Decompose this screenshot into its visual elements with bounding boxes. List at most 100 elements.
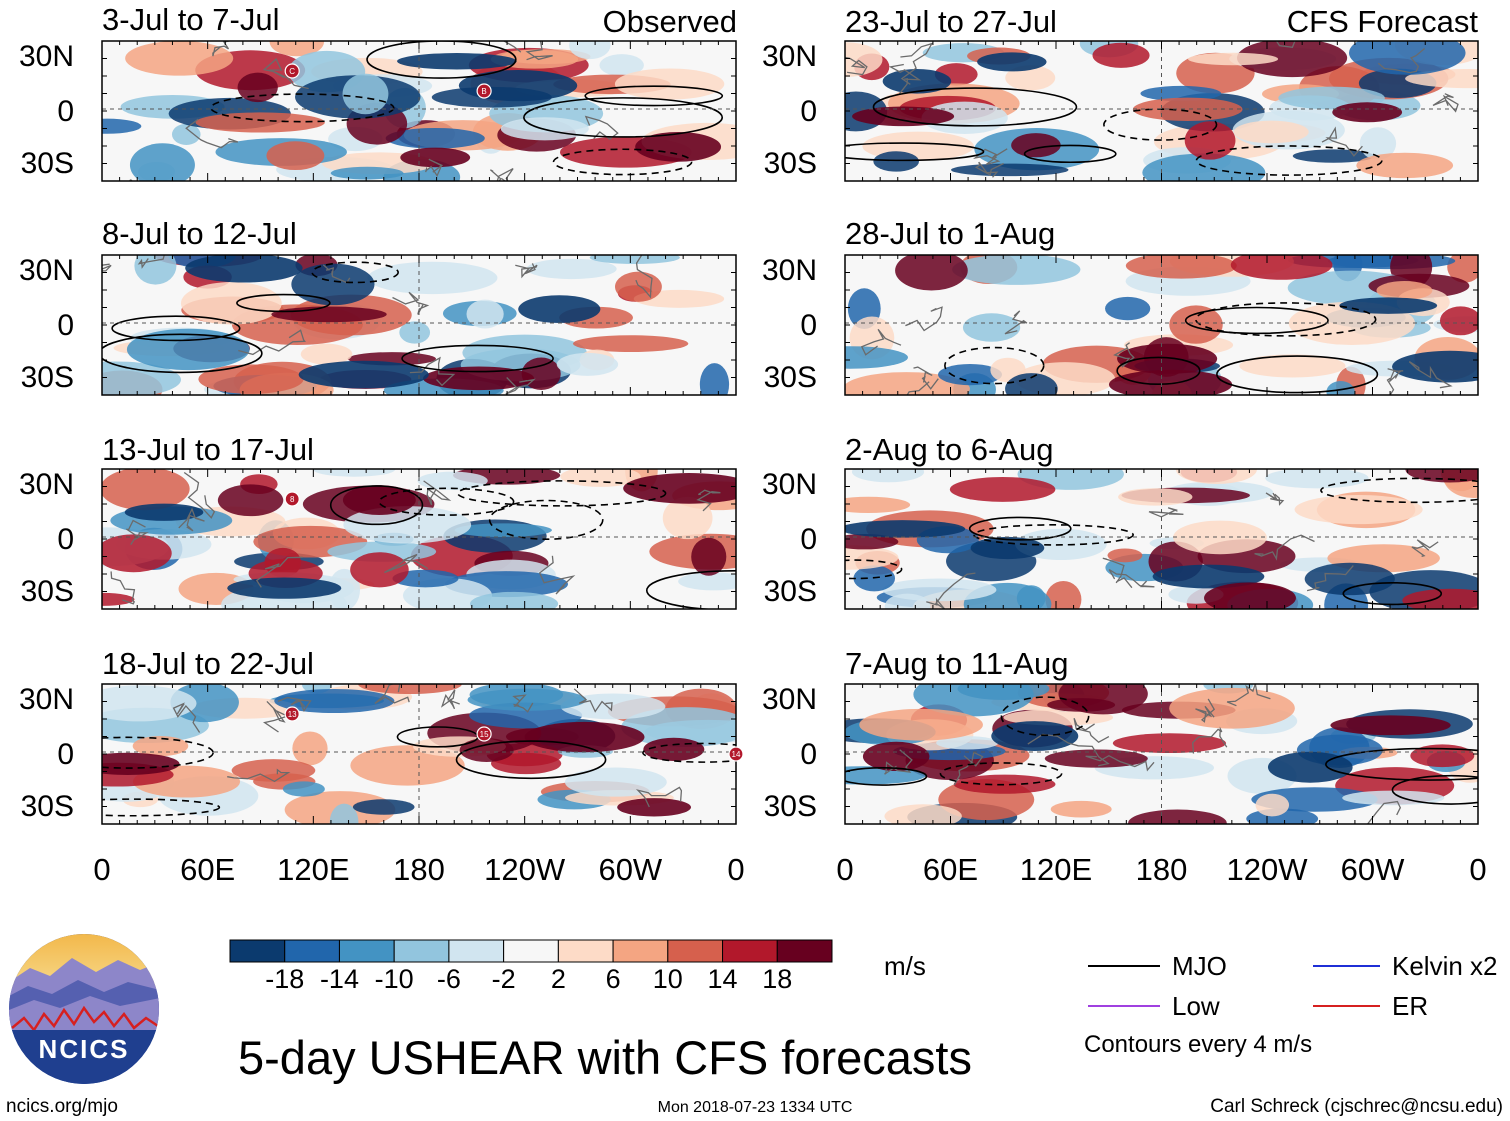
y-axis-label: 30S	[764, 361, 817, 394]
coastline	[525, 41, 553, 61]
shading-core	[1392, 350, 1478, 383]
mjo-contour	[1391, 774, 1478, 805]
shading-core	[845, 520, 966, 538]
shading-core	[524, 721, 645, 753]
shading-core	[617, 798, 691, 817]
shading-blob	[873, 151, 920, 172]
panel-period-title: 28-Jul to 1-Aug	[845, 216, 1055, 251]
storm-marker: 15	[476, 726, 492, 742]
coastline	[110, 571, 136, 605]
colorbar-tick-label: -18	[265, 964, 304, 994]
colorbar-swatch	[448, 939, 505, 963]
shading-blob	[1402, 588, 1478, 609]
y-axis-label: 30N	[19, 40, 74, 73]
y-axis-label: 0	[800, 523, 817, 556]
coastline	[262, 58, 309, 90]
y-axis-label: 30S	[21, 790, 74, 823]
coastline	[238, 329, 306, 356]
coastline	[185, 118, 239, 149]
coastline	[409, 356, 456, 387]
y-axis-label: 0	[57, 523, 74, 556]
storm-label: 15	[480, 730, 489, 739]
shading-blob	[1356, 152, 1454, 179]
shading-core	[1330, 715, 1451, 736]
coastline	[573, 688, 613, 713]
legend-mjo-label: MJO	[1172, 951, 1227, 981]
coastline	[973, 148, 1008, 166]
shading-blob	[1349, 41, 1466, 75]
shading-core	[991, 721, 1079, 751]
x-axis-label: 0	[727, 852, 744, 887]
coastline	[1108, 569, 1155, 588]
shading-core	[852, 106, 955, 127]
mjo-contour	[642, 742, 736, 763]
mjo-contour	[457, 480, 667, 507]
shading-blob	[126, 328, 250, 371]
coastline	[277, 696, 312, 713]
mjo-contour	[845, 767, 928, 786]
shading-blob	[125, 41, 234, 76]
shading-core	[623, 473, 736, 504]
shading-core	[518, 295, 601, 324]
colorbar-tick-label: 10	[653, 964, 683, 994]
storm-label: 8	[290, 495, 295, 504]
shading-blob	[329, 803, 359, 824]
shading-blob	[1439, 306, 1478, 336]
x-axis-label: 120W	[1227, 852, 1309, 887]
shading-blob	[1233, 120, 1309, 144]
shading-blob	[913, 684, 1034, 717]
legend-low-label: Low	[1172, 991, 1220, 1021]
colorbar-tick-label: -10	[375, 964, 414, 994]
logo-text: NCICS	[39, 1034, 130, 1064]
colorbar-tick-label: -6	[437, 964, 461, 994]
shading-blob	[454, 523, 552, 538]
legend: MJO Kelvin x2 Low ER Contours every 4 m/…	[1084, 951, 1498, 1058]
colorbar-swatch	[338, 939, 395, 963]
x-axis-label: 180	[1136, 852, 1188, 887]
shading-blob	[1410, 744, 1475, 768]
shading-blob	[845, 496, 911, 514]
timestamp: Mon 2018-07-23 1334 UTC	[658, 1099, 853, 1116]
shading-blob	[1132, 97, 1243, 122]
shading-blob	[678, 572, 736, 591]
shading-blob	[569, 41, 611, 60]
y-axis-label: 0	[57, 309, 74, 342]
shading-blob	[556, 352, 619, 376]
colorbar-swatch	[776, 939, 833, 963]
coastline	[227, 768, 291, 783]
storm-marker: B	[476, 83, 492, 99]
coastline	[178, 507, 205, 532]
mjo-contour	[366, 41, 517, 79]
mjo-contour	[401, 344, 554, 373]
storm-label: B	[481, 87, 486, 96]
map-panel: 28-Jul to 1-Aug 30N 0 30S	[762, 216, 1479, 396]
author-credit: Carl Schreck (cjschrec@ncsu.edu)	[1210, 1096, 1503, 1117]
shading-blob	[859, 708, 983, 741]
shading-blob	[614, 68, 725, 100]
mjo-contour	[102, 798, 221, 817]
y-axis-label: 0	[800, 95, 817, 128]
shading-blob	[102, 469, 190, 511]
coastline	[1438, 469, 1441, 470]
shading-blob	[385, 127, 485, 149]
shading-blob	[615, 271, 662, 302]
y-axis-label: 30N	[762, 40, 817, 73]
legend-er-label: ER	[1392, 991, 1428, 1021]
map-panel: 8-Jul to 12-Jul 30N 0 30S	[19, 216, 737, 396]
x-axis-labels-right: 0 60E 120E 180 120W 60W 0	[836, 852, 1486, 887]
shading-blob	[266, 141, 325, 171]
y-axis-label: 30N	[762, 683, 817, 716]
shading-blob	[195, 112, 325, 133]
x-axis-label: 120W	[484, 852, 566, 887]
shading-blob	[962, 313, 1021, 342]
shading-blob	[1142, 153, 1266, 181]
shading-blob	[1105, 296, 1151, 321]
contour-note: Contours every 4 m/s	[1084, 1031, 1312, 1058]
panel-period-title: 18-Jul to 22-Jul	[102, 646, 314, 681]
coastline	[512, 694, 534, 713]
mjo-contour	[1320, 477, 1478, 504]
coastline	[1226, 684, 1271, 707]
colorbar-swatch	[284, 939, 340, 963]
mjo-contour	[845, 559, 903, 580]
map-panel: 2-Aug to 6-Aug 30N 0 30S	[762, 432, 1479, 610]
